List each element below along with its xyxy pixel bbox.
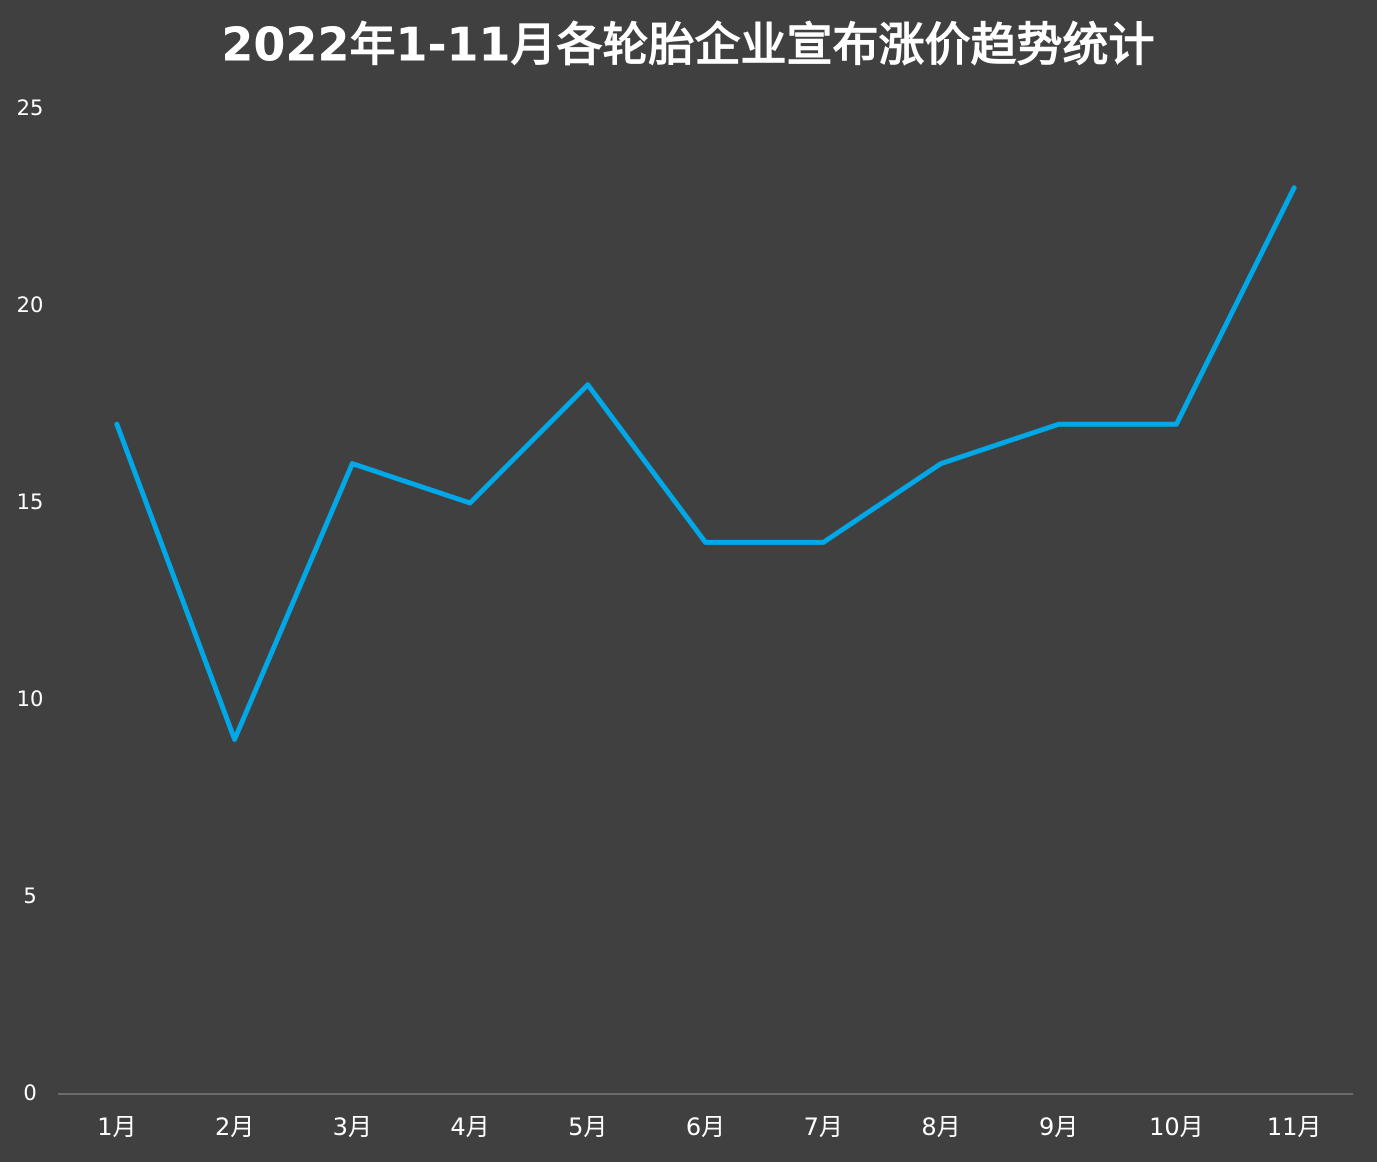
x-tick-label: 8月	[921, 1113, 960, 1141]
chart-title: 2022年1-11月各轮胎企业宣布涨价趋势统计	[221, 18, 1154, 72]
x-tick-label: 5月	[568, 1113, 607, 1141]
x-tick-label: 2月	[215, 1113, 254, 1141]
y-tick-label: 25	[17, 96, 44, 120]
y-tick-label: 10	[17, 687, 44, 711]
x-tick-label: 6月	[686, 1113, 725, 1141]
y-tick-label: 15	[17, 490, 44, 514]
x-tick-label: 9月	[1039, 1113, 1078, 1141]
x-tick-label: 7月	[804, 1113, 843, 1141]
x-tick-label: 3月	[333, 1113, 372, 1141]
y-tick-label: 20	[17, 293, 44, 317]
y-tick-label: 5	[23, 884, 36, 908]
x-tick-label: 11月	[1267, 1113, 1322, 1141]
x-tick-label: 1月	[97, 1113, 136, 1141]
data-line	[114, 185, 1297, 742]
y-tick-label: 0	[23, 1081, 36, 1105]
x-tick-label: 4月	[450, 1113, 489, 1141]
x-tick-label: 10月	[1149, 1113, 1204, 1141]
